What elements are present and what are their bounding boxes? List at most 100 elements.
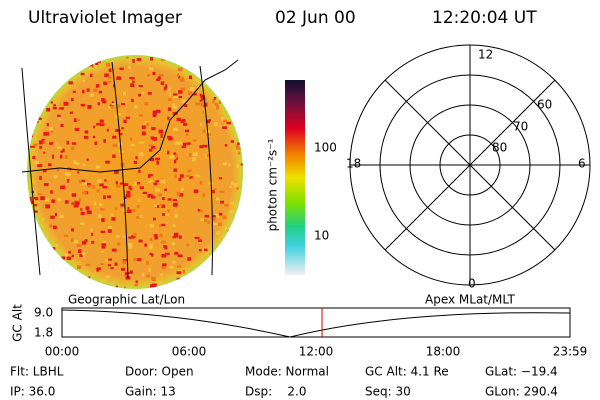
speckle <box>137 258 142 262</box>
speckle <box>82 79 86 82</box>
speckle <box>136 58 142 61</box>
speckle <box>147 74 150 77</box>
speckle <box>68 250 71 254</box>
speckle <box>167 135 172 139</box>
speckle <box>71 228 75 232</box>
speckle <box>44 271 50 276</box>
speckle <box>116 76 122 80</box>
speckle <box>63 101 69 106</box>
speckle <box>151 127 156 131</box>
timeline-title: Apex MLat/MLT <box>425 293 515 307</box>
speckle <box>99 285 102 289</box>
speckle <box>165 84 168 89</box>
speckle <box>185 174 191 178</box>
info-field: Flt: LBHL <box>10 365 64 379</box>
speckle <box>81 179 86 183</box>
speckle <box>216 80 220 84</box>
speckle <box>167 107 172 111</box>
speckle <box>37 59 42 63</box>
speckle <box>160 178 164 181</box>
speckle <box>228 244 234 249</box>
uv-disk <box>27 55 243 289</box>
speckle <box>225 226 228 230</box>
speckle <box>101 245 106 249</box>
speckle <box>43 288 48 289</box>
polar-grid <box>349 44 591 286</box>
speckle <box>199 57 204 61</box>
speckle <box>50 76 54 81</box>
speckle <box>177 265 182 268</box>
speckle <box>99 203 103 207</box>
speckle <box>236 90 240 95</box>
speckle <box>223 119 228 123</box>
speckle <box>194 174 200 177</box>
speckle <box>126 209 132 214</box>
speckle <box>50 190 53 194</box>
mlt-label: 6 <box>578 157 586 171</box>
speckle <box>214 102 219 106</box>
speckle <box>155 188 160 192</box>
speckle <box>58 116 62 120</box>
speckle <box>93 125 96 129</box>
speckle <box>229 79 232 83</box>
info-field: Door: Open <box>125 365 194 379</box>
speckle <box>202 129 206 134</box>
speckle <box>149 252 153 256</box>
speckle <box>79 253 84 257</box>
speckle <box>89 73 93 78</box>
speckle <box>43 183 49 186</box>
speckle <box>73 118 78 123</box>
speckle <box>27 83 30 87</box>
speckle <box>227 90 232 93</box>
speckle <box>203 219 208 222</box>
speckle <box>84 239 88 243</box>
speckle <box>30 145 35 148</box>
speckle <box>139 215 143 218</box>
speckle <box>43 272 48 276</box>
speckle <box>63 283 68 287</box>
speckle <box>131 98 134 103</box>
speckle <box>76 243 82 248</box>
speckle <box>30 234 35 238</box>
speckle <box>179 174 184 178</box>
speckle <box>45 132 50 136</box>
speckle <box>70 57 73 60</box>
speckle <box>138 198 141 203</box>
speckle <box>110 105 115 109</box>
speckle <box>34 80 39 85</box>
speckle <box>234 102 239 106</box>
speckle <box>88 284 92 289</box>
speckle <box>33 268 38 273</box>
speckle <box>74 279 80 282</box>
speckle <box>173 94 179 99</box>
speckle <box>155 205 160 208</box>
speckle <box>183 104 188 108</box>
timeline-y-label: 1.8 <box>34 326 53 340</box>
speckle <box>64 253 68 257</box>
speckle <box>116 184 121 188</box>
speckle <box>34 160 39 165</box>
speckle <box>218 177 223 180</box>
speckle <box>229 185 232 188</box>
speckle <box>89 93 94 97</box>
speckle <box>150 145 156 149</box>
speckle <box>239 287 243 289</box>
speckle <box>162 263 167 267</box>
speckle <box>49 269 54 273</box>
speckle <box>191 159 195 162</box>
speckle <box>37 240 40 245</box>
speckle <box>209 286 215 289</box>
speckle <box>200 102 205 106</box>
speckle <box>107 264 112 267</box>
speckle <box>214 213 220 218</box>
speckle <box>72 70 76 73</box>
speckle <box>193 93 197 96</box>
speckle <box>38 84 43 89</box>
speckle <box>134 181 137 186</box>
speckle <box>218 88 224 93</box>
speckle <box>96 189 100 193</box>
colorbar-tick: 100 <box>314 141 337 155</box>
speckle <box>100 288 103 289</box>
speckle <box>198 248 202 252</box>
speckle <box>171 242 176 246</box>
